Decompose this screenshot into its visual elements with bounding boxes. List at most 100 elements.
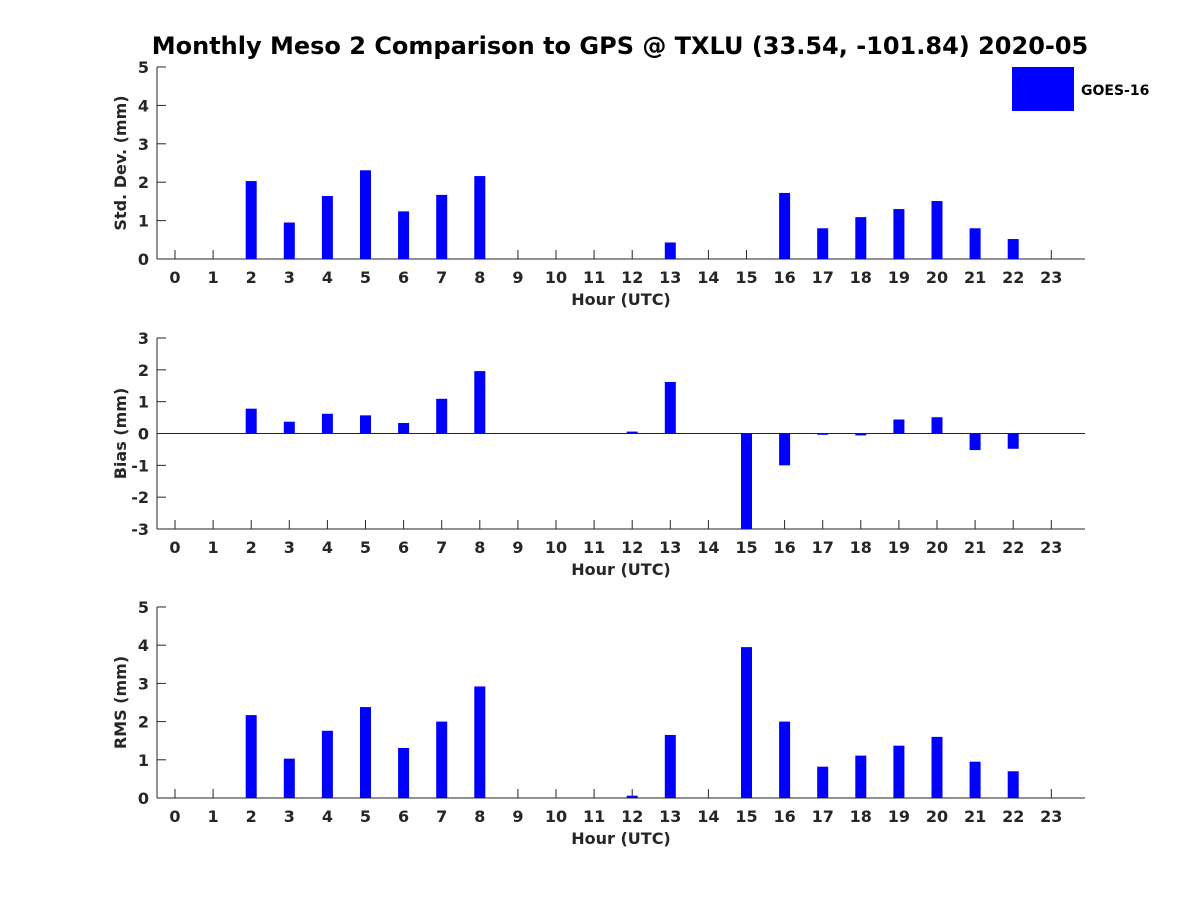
bar-rms-hour-4	[321, 730, 333, 798]
x-tick-label: 14	[697, 268, 719, 287]
x-tick-label: 12	[621, 807, 643, 826]
bar-rms-hour-20	[931, 736, 943, 798]
x-tick-label: 22	[1002, 538, 1024, 557]
x-tick-label: 8	[474, 538, 485, 557]
bar-bias-hour-15	[741, 433, 752, 529]
x-tick-label: 3	[284, 807, 295, 826]
x-tick-label: 5	[360, 268, 371, 287]
x-tick-label: 23	[1040, 538, 1062, 557]
legend: GOES-16	[1012, 67, 1149, 111]
x-tick-label: 13	[659, 538, 681, 557]
x-tick-label: 4	[322, 538, 333, 557]
legend-label-goes-16: GOES-16	[1081, 83, 1149, 99]
x-tick-label: 2	[246, 538, 257, 557]
bar-bias-hour-6	[398, 422, 410, 434]
y-tick-label: 1	[138, 212, 149, 231]
bar-std-hour-20	[931, 201, 943, 259]
y-tick-label: 1	[138, 393, 149, 412]
x-tick-label: 16	[773, 538, 795, 557]
x-tick-label: 20	[926, 268, 948, 287]
y-tick-label: 0	[138, 425, 149, 444]
legend-swatch-goes-16	[1012, 67, 1074, 111]
x-tick-label: 15	[735, 538, 757, 557]
y-axis-label: Bias (mm)	[111, 388, 130, 480]
x-tick-label: 18	[850, 538, 872, 557]
x-tick-label: 9	[512, 268, 523, 287]
y-tick-label: -1	[131, 456, 149, 475]
bar-rms-hour-22	[1007, 771, 1019, 798]
bar-std-hour-21	[969, 228, 981, 259]
x-tick-label: 6	[398, 807, 409, 826]
x-axis-label: Hour (UTC)	[571, 560, 671, 579]
x-tick-label: 1	[208, 807, 219, 826]
bar-bias-hour-2	[245, 408, 257, 434]
x-tick-label: 0	[169, 268, 180, 287]
y-tick-label: 0	[138, 789, 149, 808]
x-tick-label: 6	[398, 268, 409, 287]
y-tick-label: -3	[131, 520, 149, 539]
bar-rms-hour-16	[779, 721, 791, 798]
y-tick-label: 3	[138, 674, 149, 693]
x-tick-label: 20	[926, 807, 948, 826]
bar-bias-hour-5	[360, 415, 371, 434]
bar-std-hour-22	[1007, 239, 1019, 259]
x-tick-label: 21	[964, 807, 986, 826]
x-tick-label: 10	[545, 538, 567, 557]
y-tick-label: 2	[138, 173, 149, 192]
x-tick-label: 5	[360, 538, 371, 557]
bar-rms-hour-19	[893, 745, 905, 798]
x-tick-label: 17	[812, 807, 834, 826]
x-tick-label: 11	[583, 538, 605, 557]
y-tick-label: 2	[138, 361, 149, 380]
x-tick-label: 16	[773, 268, 795, 287]
bar-rms-hour-8	[474, 686, 486, 798]
x-tick-label: 13	[659, 807, 681, 826]
bar-bias-hour-20	[931, 417, 943, 434]
x-tick-label: 23	[1040, 268, 1062, 287]
bar-bias-hour-22	[1007, 433, 1019, 449]
bar-std-hour-18	[855, 217, 867, 259]
x-tick-label: 2	[246, 268, 257, 287]
y-tick-label: 1	[138, 751, 149, 770]
x-tick-label: 1	[208, 538, 219, 557]
bar-std-hour-13	[664, 242, 676, 259]
x-tick-label: 4	[322, 807, 333, 826]
bar-rms-hour-5	[360, 707, 371, 798]
bar-bias-hour-17	[817, 433, 829, 435]
bar-std-hour-16	[779, 192, 791, 259]
bar-std-hour-5	[360, 170, 371, 259]
y-axis-label: Std. Dev. (mm)	[111, 95, 130, 230]
x-tick-label: 0	[169, 807, 180, 826]
x-tick-label: 22	[1002, 807, 1024, 826]
x-tick-label: 15	[735, 268, 757, 287]
x-tick-label: 21	[964, 268, 986, 287]
bar-rms-hour-12	[626, 795, 638, 798]
x-tick-label: 3	[284, 268, 295, 287]
x-tick-label: 23	[1040, 807, 1062, 826]
x-tick-label: 14	[697, 538, 719, 557]
x-tick-label: 6	[398, 538, 409, 557]
x-tick-label: 11	[583, 268, 605, 287]
x-tick-label: 11	[583, 807, 605, 826]
bar-bias-hour-12	[626, 431, 638, 434]
bar-rms-hour-2	[245, 715, 257, 798]
x-tick-label: 22	[1002, 268, 1024, 287]
x-tick-label: 3	[284, 538, 295, 557]
bar-std-hour-2	[245, 181, 257, 259]
bar-rms-hour-21	[969, 761, 981, 798]
y-tick-label: 0	[138, 250, 149, 269]
x-tick-label: 13	[659, 268, 681, 287]
bar-std-hour-17	[817, 228, 829, 259]
x-tick-label: 9	[512, 807, 523, 826]
x-tick-label: 14	[697, 807, 719, 826]
bar-std-hour-3	[283, 222, 295, 259]
x-tick-label: 9	[512, 538, 523, 557]
y-tick-label: 3	[138, 135, 149, 154]
x-tick-label: 19	[888, 538, 910, 557]
x-tick-label: 19	[888, 807, 910, 826]
x-tick-label: 8	[474, 807, 485, 826]
